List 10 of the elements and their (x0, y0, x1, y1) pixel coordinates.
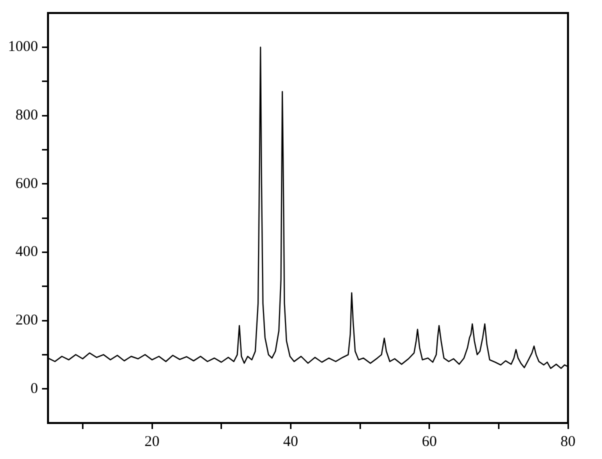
x-tick-label: 40 (283, 434, 298, 450)
y-tick-label: 1000 (8, 39, 38, 56)
x-tick-label: 60 (422, 434, 437, 450)
y-tick-label: 400 (16, 244, 38, 260)
y-tick-label: 200 (16, 312, 38, 328)
y-tick-label: 800 (16, 107, 38, 124)
x-tick-label: 80 (560, 434, 576, 450)
x-tick-label: 20 (144, 434, 160, 450)
y-tick-label: 0 (30, 380, 38, 397)
y-tick-label: 600 (16, 176, 38, 192)
